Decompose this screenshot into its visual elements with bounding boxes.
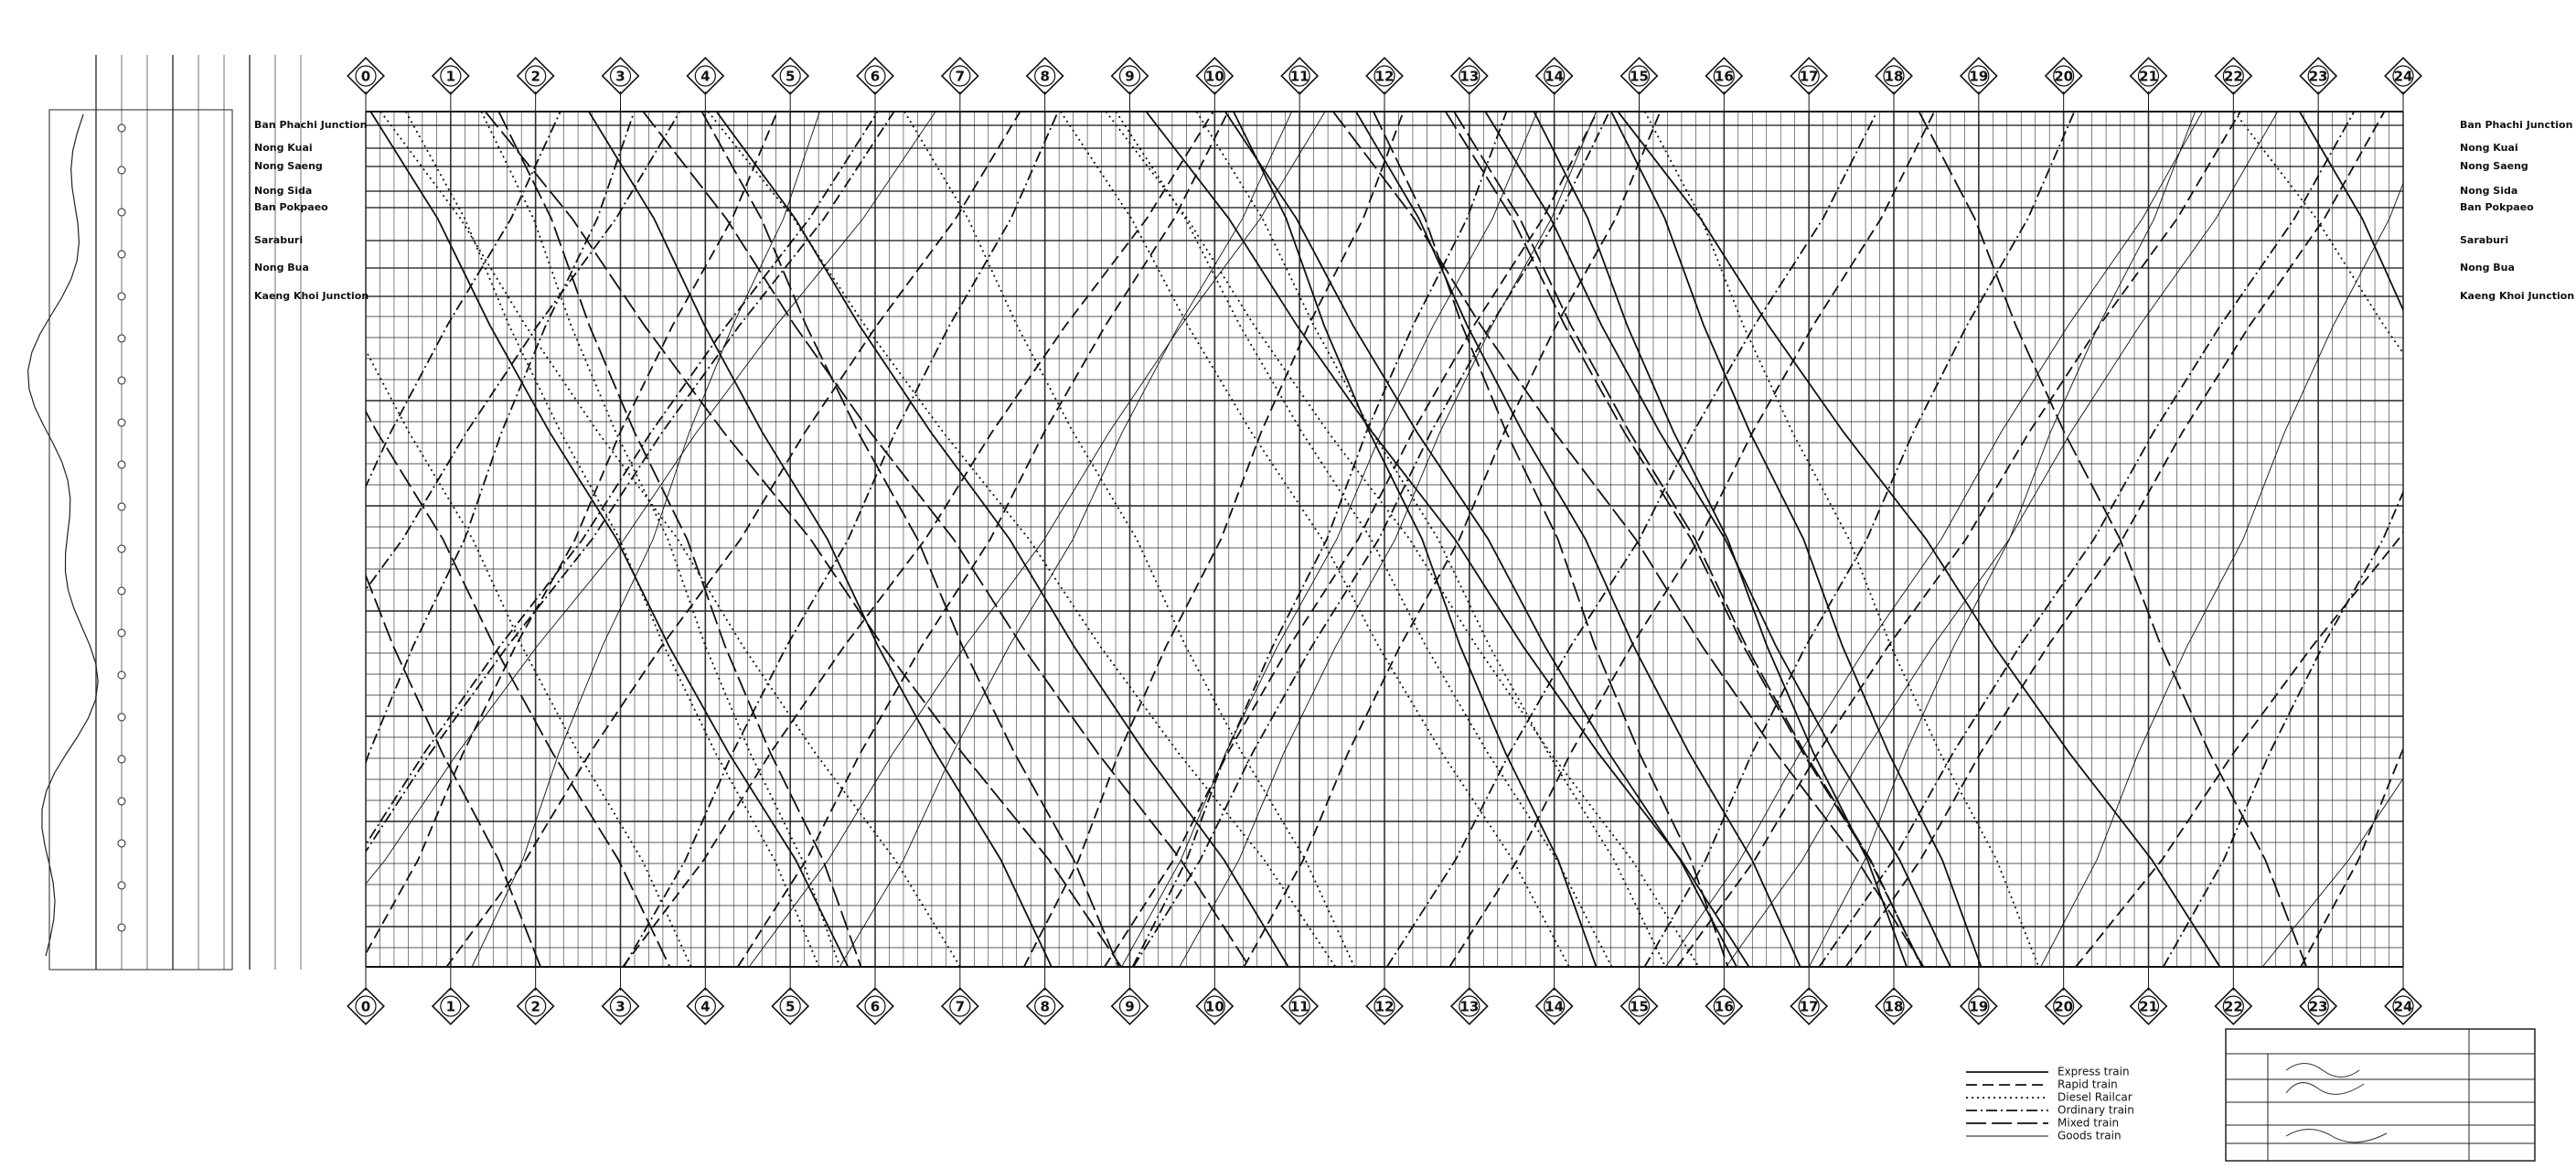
hour-label: 18 (1885, 69, 1904, 85)
hour-label: 5 (786, 999, 795, 1015)
hour-label: 10 (1205, 69, 1224, 85)
hour-label: 4 (700, 999, 710, 1015)
station-name: Nong Saeng (2460, 160, 2528, 172)
hour-label: 15 (1630, 69, 1649, 85)
hour-label: 7 (956, 69, 965, 85)
hour-label: 24 (2394, 69, 2413, 85)
station-name: Saraburi (2460, 234, 2508, 246)
station-name: Nong Sida (2460, 185, 2517, 197)
hour-label: 23 (2309, 999, 2328, 1015)
legend-label: Goods train (2058, 1130, 2122, 1142)
hour-label: 6 (871, 69, 880, 85)
hour-label: 1 (446, 999, 455, 1015)
profile-station (118, 713, 125, 721)
hour-label: 0 (361, 69, 370, 85)
hour-label: 1 (446, 69, 455, 85)
station-name: Saraburi (254, 234, 303, 246)
legend-label: Express train (2058, 1066, 2130, 1078)
hour-label: 6 (871, 999, 880, 1015)
profile-station (118, 377, 125, 384)
station-name: Ban Pokpaeo (254, 201, 328, 213)
profile-station (118, 671, 125, 679)
profile-station (118, 419, 125, 426)
hour-label: 21 (2139, 69, 2158, 85)
station-name: Ban Phachi Junction (2460, 119, 2572, 131)
hour-label: 23 (2309, 69, 2328, 85)
profile-station (118, 461, 125, 468)
hour-label: 12 (1375, 999, 1395, 1015)
profile-station (118, 251, 125, 258)
hour-label: 21 (2139, 999, 2158, 1015)
station-name: Nong Bua (2460, 262, 2515, 273)
legend-label: Rapid train (2058, 1078, 2118, 1091)
hour-label: 14 (1545, 69, 1564, 85)
hour-label: 8 (1040, 999, 1049, 1015)
hour-label: 2 (530, 999, 540, 1015)
profile-station (118, 587, 125, 595)
hour-label: 17 (1800, 999, 1819, 1015)
profile-station (118, 798, 125, 805)
profile-station (118, 124, 125, 132)
background (0, 0, 2576, 1165)
hour-label: 9 (1125, 69, 1134, 85)
hour-label: 11 (1290, 69, 1309, 85)
hour-label: 3 (615, 69, 625, 85)
legend-label: Diesel Railcar (2058, 1091, 2132, 1104)
hour-label: 0 (361, 999, 370, 1015)
hour-label: 22 (2224, 69, 2243, 85)
hour-label: 8 (1040, 69, 1049, 85)
hour-label: 3 (615, 999, 625, 1015)
profile-station (118, 924, 125, 931)
station-name: Nong Kuai (254, 142, 313, 154)
station-name: Ban Pokpaeo (2460, 201, 2534, 213)
hour-label: 13 (1459, 999, 1479, 1015)
profile-station (118, 166, 125, 174)
hour-label: 5 (786, 69, 795, 85)
hour-label: 10 (1205, 999, 1224, 1015)
hour-label: 18 (1885, 999, 1904, 1015)
hour-label: 15 (1630, 999, 1649, 1015)
legend-label: Mixed train (2058, 1117, 2119, 1130)
hour-label: 17 (1800, 69, 1819, 85)
hour-label: 2 (530, 69, 540, 85)
hour-label: 11 (1290, 999, 1309, 1015)
station-name: Ban Phachi Junction (254, 119, 367, 131)
hour-label: 16 (1715, 69, 1734, 85)
station-name: Nong Kuai (2460, 142, 2518, 154)
profile-station (118, 293, 125, 300)
hour-label: 4 (700, 69, 710, 85)
hour-label: 19 (1969, 999, 1988, 1015)
hour-label: 12 (1375, 69, 1395, 85)
profile-station (118, 503, 125, 510)
station-name: Kaeng Khoi Junction (254, 290, 369, 302)
profile-station (118, 756, 125, 763)
profile-station (118, 209, 125, 216)
profile-station (118, 882, 125, 889)
hour-label: 7 (956, 999, 965, 1015)
hour-label: 24 (2394, 999, 2413, 1015)
station-name: Nong Bua (254, 262, 309, 273)
train-graph-sheet: Ban Phachi Junction Ban Phachi Junction No… (0, 0, 2576, 1165)
profile-station (118, 629, 125, 637)
hour-label: 20 (2054, 69, 2073, 85)
station-name: Nong Sida (254, 185, 312, 197)
hour-label: 9 (1125, 999, 1134, 1015)
hour-label: 13 (1459, 69, 1479, 85)
hour-label: 14 (1545, 999, 1564, 1015)
profile-station (118, 335, 125, 342)
hour-label: 19 (1969, 69, 1988, 85)
station-name: Nong Saeng (254, 160, 323, 172)
profile-station (118, 545, 125, 552)
hour-label: 20 (2054, 999, 2073, 1015)
profile-station (118, 840, 125, 847)
hour-label: 22 (2224, 999, 2243, 1015)
hour-label: 16 (1715, 999, 1734, 1015)
station-name: Kaeng Khoi Junction (2460, 290, 2574, 302)
legend-label: Ordinary train (2058, 1104, 2134, 1117)
